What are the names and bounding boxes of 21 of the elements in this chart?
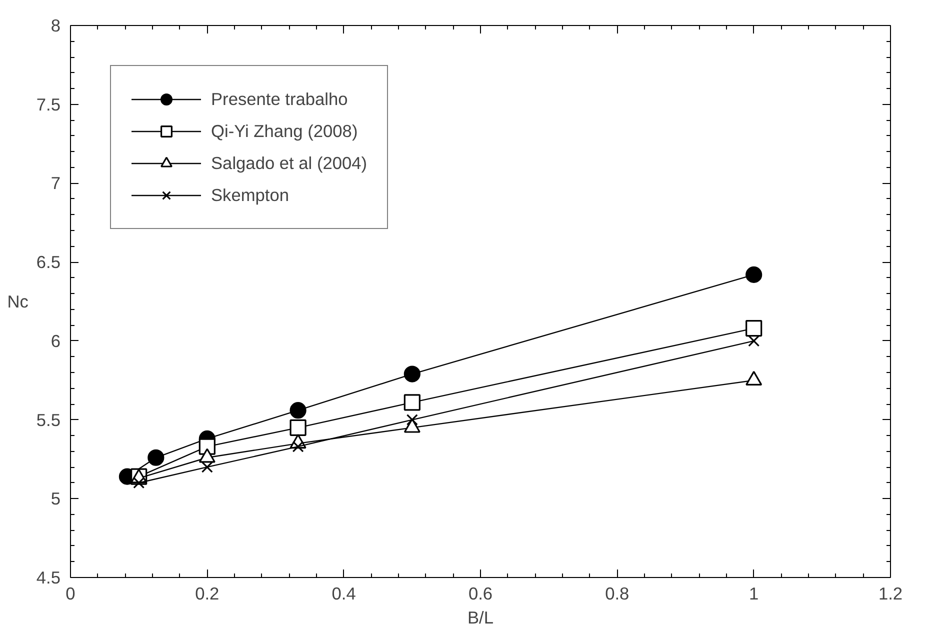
- legend-label: Salgado et al (2004): [211, 152, 368, 174]
- x-tick-label: 0.2: [195, 584, 220, 604]
- legend-label: Presente trabalho: [211, 88, 348, 110]
- y-tick-label: 6: [50, 330, 61, 351]
- x-tick-label: 0.4: [332, 584, 356, 604]
- x-tick-label: 1.2: [878, 584, 903, 604]
- legend-label: Skempton: [211, 184, 290, 206]
- y-tick-label: 5: [50, 488, 61, 509]
- y-axis-title: Nc: [7, 292, 29, 312]
- y-tick-label: 7.5: [36, 94, 61, 114]
- x-tick-label: 1: [749, 584, 759, 604]
- y-tick-label: 4.5: [36, 568, 61, 588]
- y-tick-label: 6.5: [36, 252, 61, 272]
- x-tick-label: 0.8: [605, 584, 630, 604]
- y-tick-label: 5.5: [36, 410, 61, 430]
- x-axis-title: B/L: [467, 608, 494, 628]
- x-tick-label: 0.6: [468, 584, 493, 604]
- y-tick-label: 8: [50, 16, 61, 36]
- legend-label: Qi-Yi Zhang (2008): [211, 120, 358, 142]
- y-tick-label: 7: [50, 173, 61, 194]
- x-tick-label: 0: [66, 584, 76, 604]
